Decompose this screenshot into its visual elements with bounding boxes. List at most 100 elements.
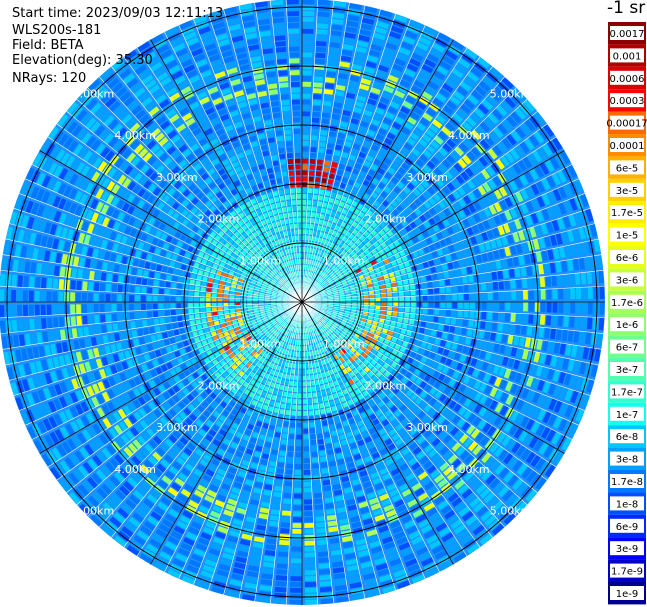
heat-cell <box>317 225 322 231</box>
heat-cell <box>339 256 345 262</box>
heat-cell <box>315 171 322 177</box>
heat-cell <box>302 229 306 235</box>
heat-cell <box>355 239 362 246</box>
heat-cell <box>194 286 200 292</box>
heat-cell <box>487 251 494 261</box>
heat-cell <box>164 289 170 296</box>
heat-cell <box>5 289 11 302</box>
heat-cell <box>437 221 445 230</box>
heat-cell <box>314 182 320 189</box>
heat-cell <box>514 218 522 230</box>
heat-cell <box>111 294 117 302</box>
heat-cell <box>371 248 378 255</box>
heat-cell <box>403 285 410 291</box>
heat-cell <box>414 143 425 152</box>
heat-cell <box>423 200 432 209</box>
heat-cell <box>313 486 322 493</box>
heat-cell <box>333 294 339 297</box>
heat-cell <box>482 75 495 88</box>
heat-cell <box>446 302 452 309</box>
heat-cell <box>366 233 373 241</box>
heat-cell <box>529 226 537 238</box>
heat-cell <box>81 292 87 302</box>
heat-cell <box>294 481 302 487</box>
heat-cell <box>70 304 76 315</box>
heat-cell <box>433 315 439 323</box>
heat-cell <box>340 277 346 282</box>
heat-cell <box>493 202 503 213</box>
heat-cell <box>339 275 345 280</box>
heat-cell <box>407 167 417 176</box>
heat-cell <box>523 99 536 113</box>
heat-cell <box>387 74 399 83</box>
heat-cell <box>458 302 464 309</box>
heat-cell <box>505 302 511 311</box>
heat-cell <box>375 225 382 233</box>
heat-cell <box>459 81 472 92</box>
heat-cell <box>389 69 402 78</box>
heat-cell <box>475 292 481 301</box>
heat-cell <box>405 296 410 301</box>
heat-cell <box>17 304 23 317</box>
heat-cell <box>369 270 375 275</box>
heat-cell <box>354 280 360 285</box>
heat-cell <box>312 288 318 293</box>
heat-cell <box>329 125 338 132</box>
heat-cell <box>359 83 370 91</box>
heat-cell <box>334 269 340 274</box>
heat-cell <box>450 234 458 243</box>
heat-cell <box>472 264 479 273</box>
heat-cell <box>493 343 500 353</box>
heat-cell <box>525 214 533 226</box>
heat-cell <box>569 197 578 211</box>
heat-cell <box>23 275 29 288</box>
heat-cell <box>427 315 433 322</box>
heat-cell <box>302 135 309 140</box>
heat-cell <box>321 207 326 214</box>
heat-cell <box>390 176 399 185</box>
heat-cell <box>567 164 578 178</box>
heat-cell <box>338 226 344 233</box>
heat-cell <box>302 393 308 399</box>
heat-cell <box>462 138 473 149</box>
heat-cell <box>310 272 313 278</box>
heat-cell <box>547 190 556 204</box>
heat-cell <box>352 236 358 243</box>
heat-cell <box>440 294 446 301</box>
heat-cell <box>400 176 409 185</box>
heat-cell <box>492 249 500 259</box>
heat-cell <box>358 302 363 305</box>
heat-cell <box>487 302 493 310</box>
heat-cell <box>343 261 349 267</box>
heat-cell <box>276 569 288 575</box>
heat-cell <box>469 112 481 123</box>
heat-cell <box>135 303 140 311</box>
heat-cell <box>442 246 450 255</box>
heat-cell <box>344 98 354 105</box>
heat-cell <box>394 195 403 203</box>
heat-cell <box>375 245 383 252</box>
heat-cell <box>386 152 395 161</box>
heat-cell <box>135 286 141 294</box>
heat-cell <box>363 248 370 255</box>
heat-cell <box>329 36 342 43</box>
heat-cell <box>501 235 509 246</box>
heat-cell <box>504 246 512 257</box>
heat-cell <box>333 180 340 187</box>
heat-cell <box>381 253 388 260</box>
heat-cell <box>290 422 296 428</box>
heat-cell <box>182 303 188 309</box>
heat-cell <box>365 262 372 268</box>
heat-cell <box>501 137 512 149</box>
heat-cell <box>194 297 199 302</box>
ray-gap-line <box>301 67 513 303</box>
heat-cell <box>305 229 309 235</box>
heat-cell <box>541 143 553 157</box>
heat-cell <box>316 268 321 274</box>
heat-cell <box>404 30 418 40</box>
heat-cell <box>294 381 298 387</box>
heat-cell <box>479 138 490 150</box>
heat-cell <box>117 294 123 302</box>
heat-cell <box>336 271 342 276</box>
heat-cell <box>508 92 521 105</box>
